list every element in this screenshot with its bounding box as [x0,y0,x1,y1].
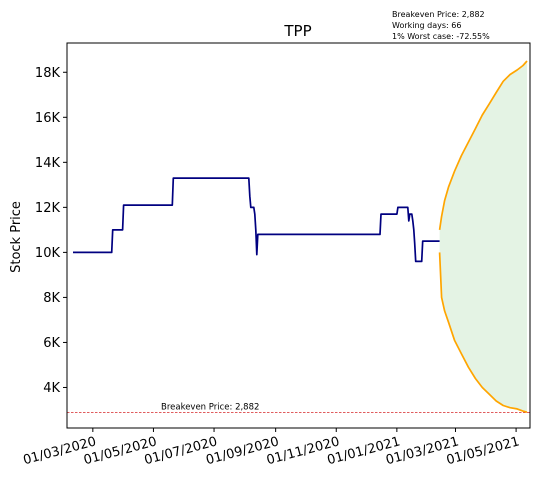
y-tick-label: 14K [35,156,61,171]
y-tick-label: 8K [43,291,60,306]
breakeven-note: Breakeven Price: 2,882 [392,10,485,19]
price-history-line [73,177,440,263]
y-tick-label: 12K [35,201,61,216]
projection-band [439,61,527,413]
y-tick-label: 16K [35,111,61,126]
working-days-note: Working days: 66 [392,21,461,30]
y-tick-label: 18K [35,66,61,81]
projection-lower-line [438,252,528,414]
plot-frame [66,42,531,429]
plot-area: Breakeven Price: 2,882 4K 6K 8K 10K 12K 14K 16K… [22,42,531,468]
y-tick-label: 6K [43,336,60,351]
y-tick-label: 4K [43,381,60,396]
y-tick-label: 10K [35,246,61,261]
breakeven-label: Breakeven Price: 2,882 [161,403,259,413]
projection-upper-line [438,60,528,231]
y-axis-label: Stock Price [9,201,24,273]
worst-case-note: 1% Worst case: -72.55% [392,32,490,41]
chart-title: TPP [283,22,311,40]
